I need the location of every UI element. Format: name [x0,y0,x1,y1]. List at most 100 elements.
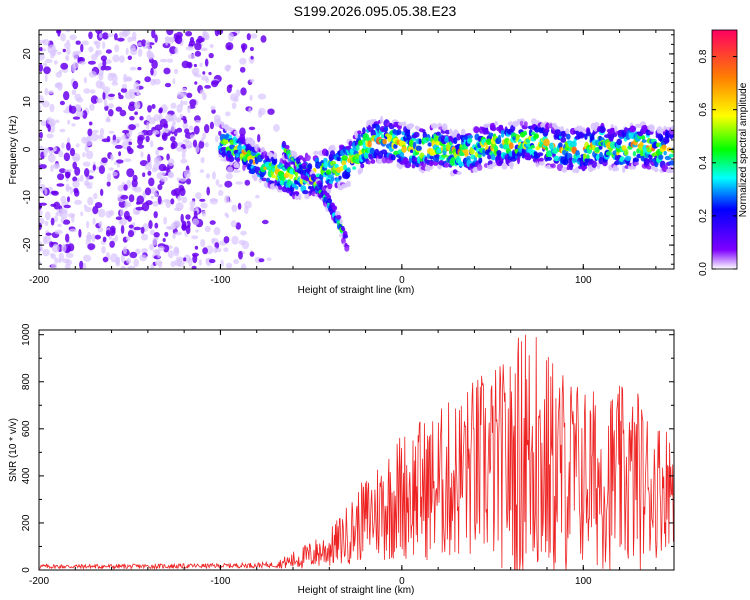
branch-echo-cell [321,186,326,192]
noise-speckle [78,61,86,65]
noise-speckle [238,250,243,260]
noise-speckle [95,80,103,89]
echo-cell [380,115,384,124]
noise-speckle [213,246,218,254]
echo-cell [233,130,238,135]
noise-speckle [107,103,114,109]
noise-speckle [43,235,47,245]
noise-speckle [248,107,252,113]
colorbar-tick-label: 0.0 [698,262,709,276]
noise-speckle [80,211,84,217]
noise-speckle [204,85,212,89]
spectrogram-x-axis-label: Height of straight line (km) [298,285,415,296]
noise-speckle [102,32,109,40]
noise-speckle [211,237,215,243]
noise-speckle [137,134,145,141]
echo-cell [345,172,351,178]
noise-speckle [118,151,122,157]
noise-speckle [92,129,99,134]
noise-speckle [182,122,189,129]
echo-cell [360,163,365,169]
noise-speckle [67,119,71,125]
noise-speckle [140,151,144,158]
noise-speckle [51,243,60,253]
echo-cell [624,155,632,161]
noise-speckle [224,195,230,204]
echo-cell [396,129,402,136]
noise-speckle [240,87,247,96]
noise-speckle [152,249,161,254]
echo-cell [352,166,357,170]
noise-speckle [189,200,196,207]
echo-cell [633,161,639,166]
branch-echo-cell [335,215,342,220]
figure-title: S199.2026.095.05.38.E23 [294,3,457,19]
echo-cell [298,193,302,201]
noise-speckle [257,93,267,100]
echo-cell [636,148,640,154]
noise-speckle [166,58,173,63]
noise-speckle [163,216,168,225]
noise-speckle [204,142,209,148]
noise-speckle [115,216,123,220]
branch-echo-cell [302,165,307,170]
noise-speckle [75,143,80,148]
noise-speckle [99,32,103,39]
noise-speckle [233,258,239,265]
noise-speckle [225,262,233,269]
echo-cell [341,155,348,161]
noise-speckle [209,44,214,48]
noise-speckle [199,89,205,95]
noise-speckle [50,203,57,207]
noise-speckle [122,129,130,134]
spectrogram-y-axis-label: Frequency (Hz) [8,116,19,185]
echo-cell [278,185,283,191]
noise-speckle [176,259,185,267]
echo-cell [464,151,469,157]
echo-cell [485,130,490,135]
noise-speckle [80,43,84,53]
noise-speckle [88,46,94,53]
noise-speckle [157,195,162,205]
noise-speckle [180,99,184,107]
noise-speckle [50,164,54,172]
noise-speckle [125,235,131,241]
noise-speckle [135,210,140,215]
noise-speckle [66,47,71,56]
branch-echo-cell [327,198,333,204]
noise-speckle [261,219,269,225]
noise-speckle [200,137,204,143]
noise-speckle [75,40,81,45]
noise-speckle [62,219,71,225]
noise-speckle [81,40,89,46]
noise-speckle [159,58,168,63]
noise-speckle [111,81,119,86]
noise-speckle [61,142,65,149]
noise-speckle [69,34,77,41]
noise-speckle [106,135,111,143]
noise-speckle [185,46,194,51]
echo-cell [313,150,319,155]
noise-speckle [195,192,202,200]
echo-cell [228,156,235,163]
noise-speckle [71,64,77,73]
echo-cell [670,125,674,131]
noise-speckle [193,63,197,68]
noise-speckle [267,108,275,115]
noise-speckle [39,63,43,72]
noise-speckle [87,60,96,65]
echo-cell [545,146,549,151]
colorbar: 0.0 0.2 0.4 0.6 0.8 Normalized spectral ampl… [698,29,749,276]
noise-speckle [176,127,183,133]
noise-speckle [188,257,193,267]
noise-speckle [185,224,191,235]
noise-speckle [62,48,66,53]
noise-speckle [257,134,261,143]
noise-speckle [94,41,101,47]
echo-cell [271,174,276,179]
noise-speckle [224,180,233,188]
noise-speckle [39,47,43,52]
noise-speckle [208,52,214,59]
noise-speckle [141,248,148,254]
